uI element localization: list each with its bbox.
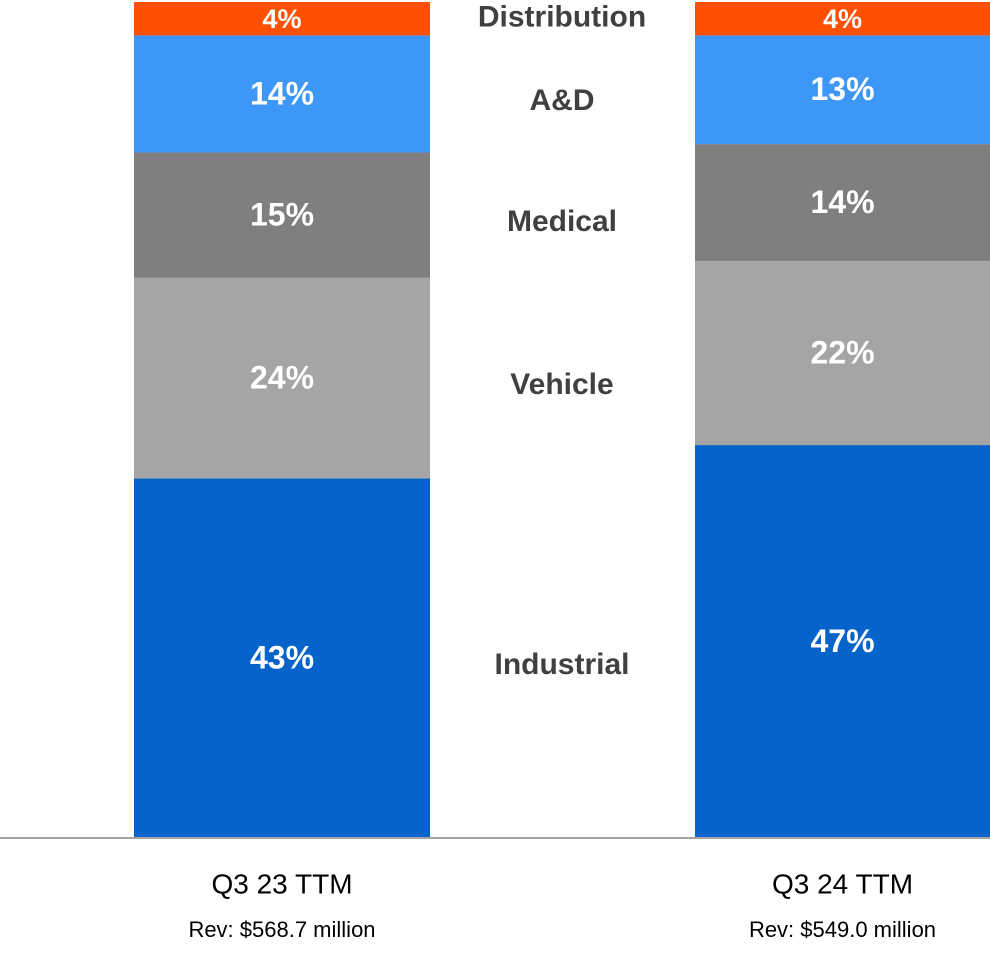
series-label: Medical (507, 205, 617, 238)
bar-segment (695, 261, 990, 446)
series-label: Industrial (494, 648, 629, 681)
category-note: Rev: $549.0 million (749, 917, 936, 942)
bar-segment (134, 152, 430, 278)
data-label: 4% (823, 4, 862, 34)
bar-segment (134, 35, 430, 153)
data-label: 24% (250, 360, 314, 396)
bar-segment (134, 478, 430, 838)
data-label: 15% (250, 197, 314, 233)
series-label: A&D (530, 84, 595, 117)
series-label: Distribution (478, 1, 646, 34)
bar-segment (134, 277, 430, 479)
x-tick-label: Q3 23 TTM (211, 868, 352, 899)
bar-segment (695, 35, 990, 145)
series-label: Vehicle (510, 368, 613, 401)
data-label: 14% (810, 184, 874, 220)
x-tick-label: Q3 24 TTM (772, 868, 913, 899)
category-note: Rev: $568.7 million (188, 917, 375, 942)
data-label: 43% (250, 640, 314, 676)
data-label: 22% (810, 335, 874, 371)
data-label: 14% (250, 75, 314, 111)
data-label: 13% (810, 71, 874, 107)
bar-segment (134, 2, 430, 36)
data-label: 4% (262, 4, 301, 34)
bar-segment (695, 445, 990, 838)
bar-segment (695, 144, 990, 262)
bar-segment (695, 2, 990, 36)
data-label: 47% (810, 623, 874, 659)
